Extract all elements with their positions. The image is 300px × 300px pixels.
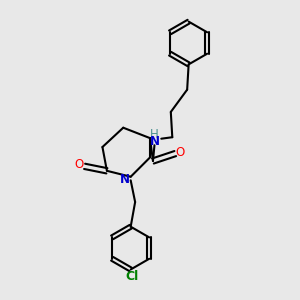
- Text: O: O: [175, 146, 184, 159]
- Text: Cl: Cl: [125, 269, 139, 283]
- Text: N: N: [149, 135, 160, 148]
- Text: N: N: [120, 172, 130, 186]
- Text: O: O: [75, 158, 84, 171]
- Text: H: H: [150, 128, 159, 141]
